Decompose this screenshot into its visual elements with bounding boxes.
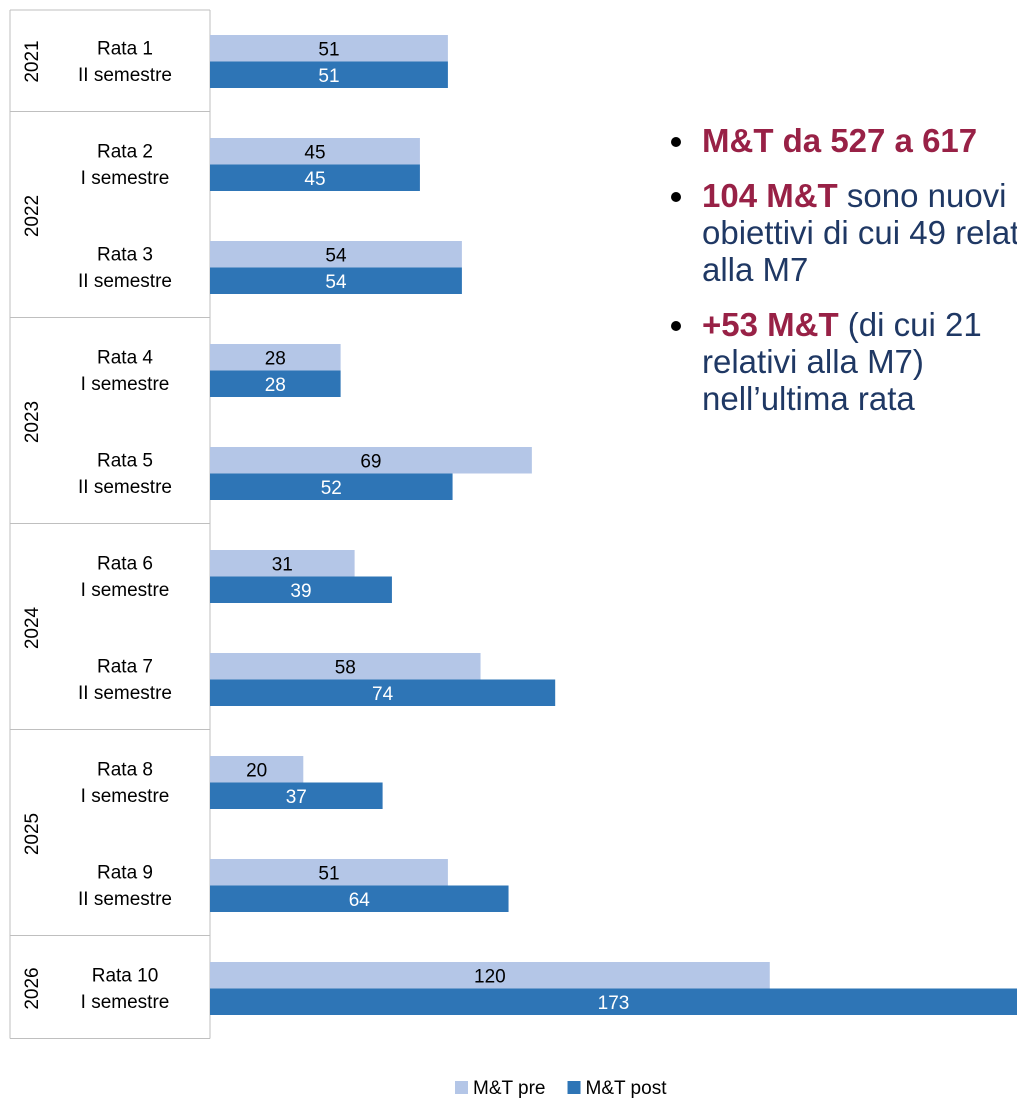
category-label: Rata 8 [97,759,153,780]
category-label: Rata 2 [97,141,153,162]
category-label: Rata 4 [97,347,153,368]
category-label: Rata 5 [97,450,153,471]
bar [210,138,420,165]
bar [210,35,448,62]
data-label: 45 [304,142,325,163]
bar [210,576,392,603]
data-label: 28 [265,348,286,369]
bar [210,241,462,268]
data-label: 120 [474,966,506,987]
category-label: I semestre [81,580,170,601]
data-label: 28 [265,375,286,396]
bar [210,653,481,680]
bar [210,344,341,371]
category-label: Rata 3 [97,244,153,265]
category-label: Rata 6 [97,553,153,574]
note-text: M&T da 527 a 617 [702,122,978,159]
category-label: II semestre [78,65,172,86]
data-label: 52 [321,478,342,499]
bar [210,267,462,294]
bar [210,885,509,912]
legend-label: M&T pre [473,1078,546,1099]
category-label: Rata 10 [92,965,159,986]
category-label: II semestre [78,477,172,498]
category-label: II semestre [78,683,172,704]
data-label: 39 [290,581,311,602]
bar [210,550,355,577]
data-label: 64 [349,890,371,911]
bar [210,473,453,500]
category-label: I semestre [81,374,170,395]
category-label: II semestre [78,889,172,910]
group-label: 2023 [22,401,43,443]
data-label: 69 [360,451,381,472]
data-label: 54 [325,245,347,266]
bar [210,756,304,783]
bar [210,61,448,88]
group-label: 2021 [22,40,43,82]
note-text: sono nuovi obiettivi di cui 49 relativi … [702,177,1017,288]
group-label: 2022 [22,195,43,237]
data-label: 51 [318,39,339,60]
data-label: 20 [246,760,267,781]
bar [210,679,556,706]
category-label: Rata 9 [97,862,153,883]
note: 104 M&T sono nuovi obiettivi di cui 49 r… [698,177,1017,288]
bar [210,164,420,191]
bar [210,859,448,886]
bar [210,447,532,474]
data-label: 173 [598,993,630,1014]
category-label: I semestre [81,168,170,189]
group-label: 2024 [22,606,43,649]
category-label: Rata 1 [97,38,153,59]
category-label: I semestre [81,992,170,1013]
category-label: Rata 7 [97,656,153,677]
category-label: I semestre [81,786,170,807]
bar [210,370,341,397]
bar [210,988,1017,1015]
data-label: 54 [325,272,347,293]
note-text: 104 M&T [702,177,838,214]
data-label: 31 [272,554,293,575]
note-text: +53 M&T [702,306,839,343]
data-label: 45 [304,169,325,190]
notes: M&T da 527 a 617 104 M&T sono nuovi obiet… [650,122,1017,435]
category-label: II semestre [78,271,172,292]
note-text: (di cui 21 relativi alla M7) nell’ultima… [702,306,982,417]
group-label: 2025 [22,813,43,855]
bar [210,962,770,989]
legend-swatch [567,1081,581,1094]
data-label: 74 [372,684,394,705]
note: M&T da 527 a 617 [698,122,1017,159]
legend-label: M&T post [586,1078,668,1099]
data-label: 51 [318,66,339,87]
data-label: 37 [286,787,307,808]
group-label: 2026 [22,967,43,1009]
data-label: 51 [318,863,339,884]
legend-swatch [455,1081,468,1094]
bar [210,782,383,809]
data-label: 58 [335,657,356,678]
note: +53 M&T (di cui 21 relativi alla M7) nel… [698,306,1017,417]
